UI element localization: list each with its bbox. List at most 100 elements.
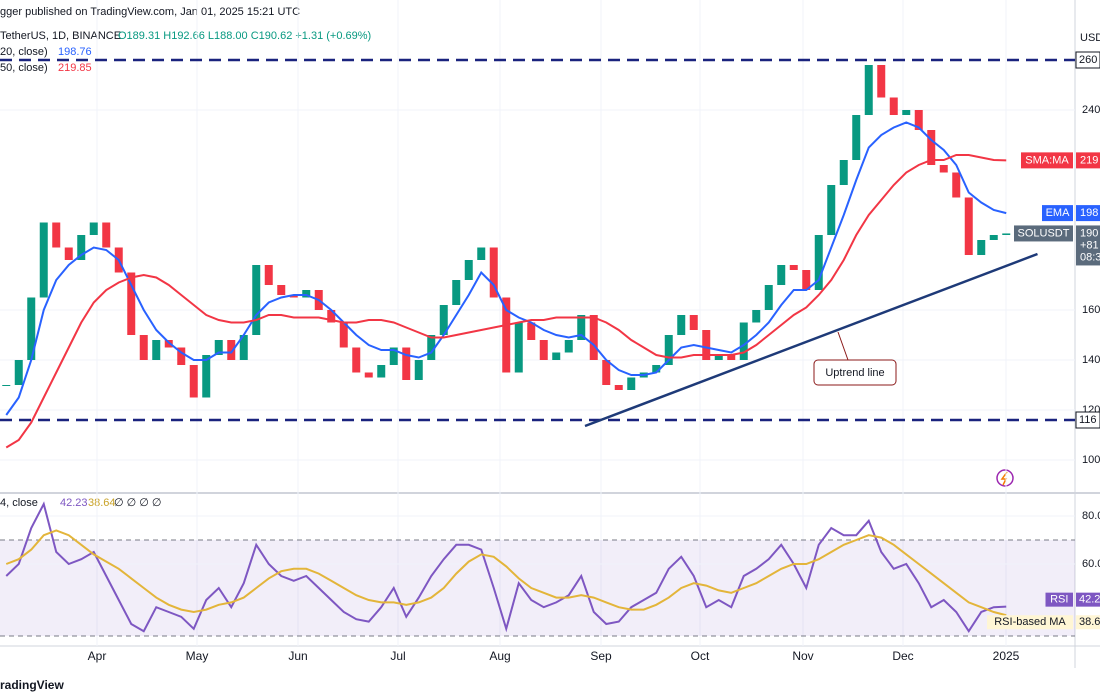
candle (514, 322, 523, 373)
rsi-tag (1076, 615, 1100, 630)
x-tick-label: Sep (590, 649, 612, 663)
price-tag (1076, 205, 1100, 222)
x-tick-label: Aug (489, 649, 510, 663)
candle (2, 385, 11, 386)
candle (689, 315, 698, 330)
candle (64, 247, 73, 260)
rsi-band (0, 540, 1075, 636)
candle (289, 295, 298, 298)
candle (627, 377, 636, 390)
candle (39, 222, 48, 298)
footer: radingView (0, 678, 64, 692)
candle (714, 355, 723, 360)
candle (952, 172, 961, 198)
x-tick-label: Jul (390, 649, 405, 663)
rsi-tag (1076, 592, 1100, 607)
candle (14, 360, 23, 385)
x-tick-label: Jun (288, 649, 307, 663)
y-tick-label: 80.00 (1082, 510, 1100, 522)
candle (152, 340, 161, 360)
x-tick-label: 2025 (993, 649, 1020, 663)
candle (364, 372, 373, 378)
series-name: EMA (1046, 207, 1071, 219)
x-tick-label: Apr (88, 649, 107, 663)
candle (777, 265, 786, 285)
series-name: SMA:MA (1025, 154, 1069, 166)
level-label: 260 (1079, 54, 1097, 66)
alert-icon[interactable] (996, 469, 1014, 487)
candle (677, 315, 686, 335)
candle (89, 222, 98, 235)
candle (464, 260, 473, 280)
rsi-name: RSI (1050, 594, 1068, 606)
candle (852, 115, 861, 160)
candle (727, 355, 736, 360)
y-tick-label: 60.00 (1082, 558, 1100, 570)
candle (827, 185, 836, 235)
ohlc: O189.31 H192.66 L188.00 C190.62 +1.31 (+… (118, 30, 371, 42)
candle (877, 65, 886, 98)
series-name: SOLUSDT (1018, 227, 1070, 239)
y-tick-label: 160 (1082, 304, 1100, 316)
candle (589, 315, 598, 360)
candle (564, 340, 573, 353)
candle (227, 340, 236, 360)
candle (214, 340, 223, 355)
level-tag (1075, 411, 1100, 429)
rsi-ma-legend-value: 38.64 (88, 497, 116, 509)
currency: USD (1080, 32, 1100, 44)
rsi-tag-label: 42.2 (1079, 594, 1100, 606)
rsi-legend-value: 42.23 (60, 497, 88, 509)
rsi-name-tag (1045, 592, 1073, 607)
candle (177, 347, 186, 365)
price-tag-label: 219 (1080, 154, 1098, 166)
candle (964, 197, 973, 255)
ema-legend: 20, close) (0, 46, 48, 58)
rsi-legend: 4, close (0, 497, 38, 509)
header: gger published on TradingView.com, Jan 0… (0, 6, 300, 18)
price-tag (1076, 152, 1100, 169)
candle (539, 340, 548, 360)
x-tick-label: May (186, 649, 209, 663)
price-tag-label: 190 (1080, 227, 1098, 239)
candle (664, 335, 673, 365)
level-label: 116 (1079, 414, 1097, 426)
candle (239, 335, 248, 360)
price-tag-extra: +81 (1080, 239, 1099, 251)
x-tick-label: Nov (792, 649, 813, 663)
candle (752, 310, 761, 323)
candle (252, 265, 261, 335)
candle (377, 365, 386, 378)
rsi-name-tag (987, 615, 1073, 630)
candle (489, 247, 498, 298)
series-name-tag (1021, 152, 1073, 169)
ema-legend-value: 198.76 (58, 46, 92, 58)
candle (27, 297, 36, 360)
candle (814, 235, 823, 290)
candle (702, 330, 711, 360)
candle (402, 347, 411, 380)
rsi-name: RSI-based MA (994, 616, 1066, 628)
candle (277, 285, 286, 295)
x-tick-label: Dec (892, 649, 913, 663)
candle (602, 360, 611, 385)
candle (977, 240, 986, 255)
candle (927, 130, 936, 165)
candle (439, 305, 448, 335)
annotation: Uptrend line (825, 367, 884, 379)
candle (414, 360, 423, 380)
candle (427, 335, 436, 360)
line (5, 121, 1007, 416)
candle (764, 285, 773, 310)
y-tick-label: 140 (1082, 354, 1100, 366)
candle (739, 322, 748, 360)
candle (527, 322, 536, 340)
candle (802, 270, 811, 290)
candle (202, 355, 211, 398)
rsi-legend-extra: ∅ ∅ ∅ ∅ (114, 497, 162, 509)
candle (477, 247, 486, 260)
candle (327, 310, 336, 323)
candle (577, 315, 586, 340)
candle (102, 222, 111, 248)
candle (614, 385, 623, 390)
